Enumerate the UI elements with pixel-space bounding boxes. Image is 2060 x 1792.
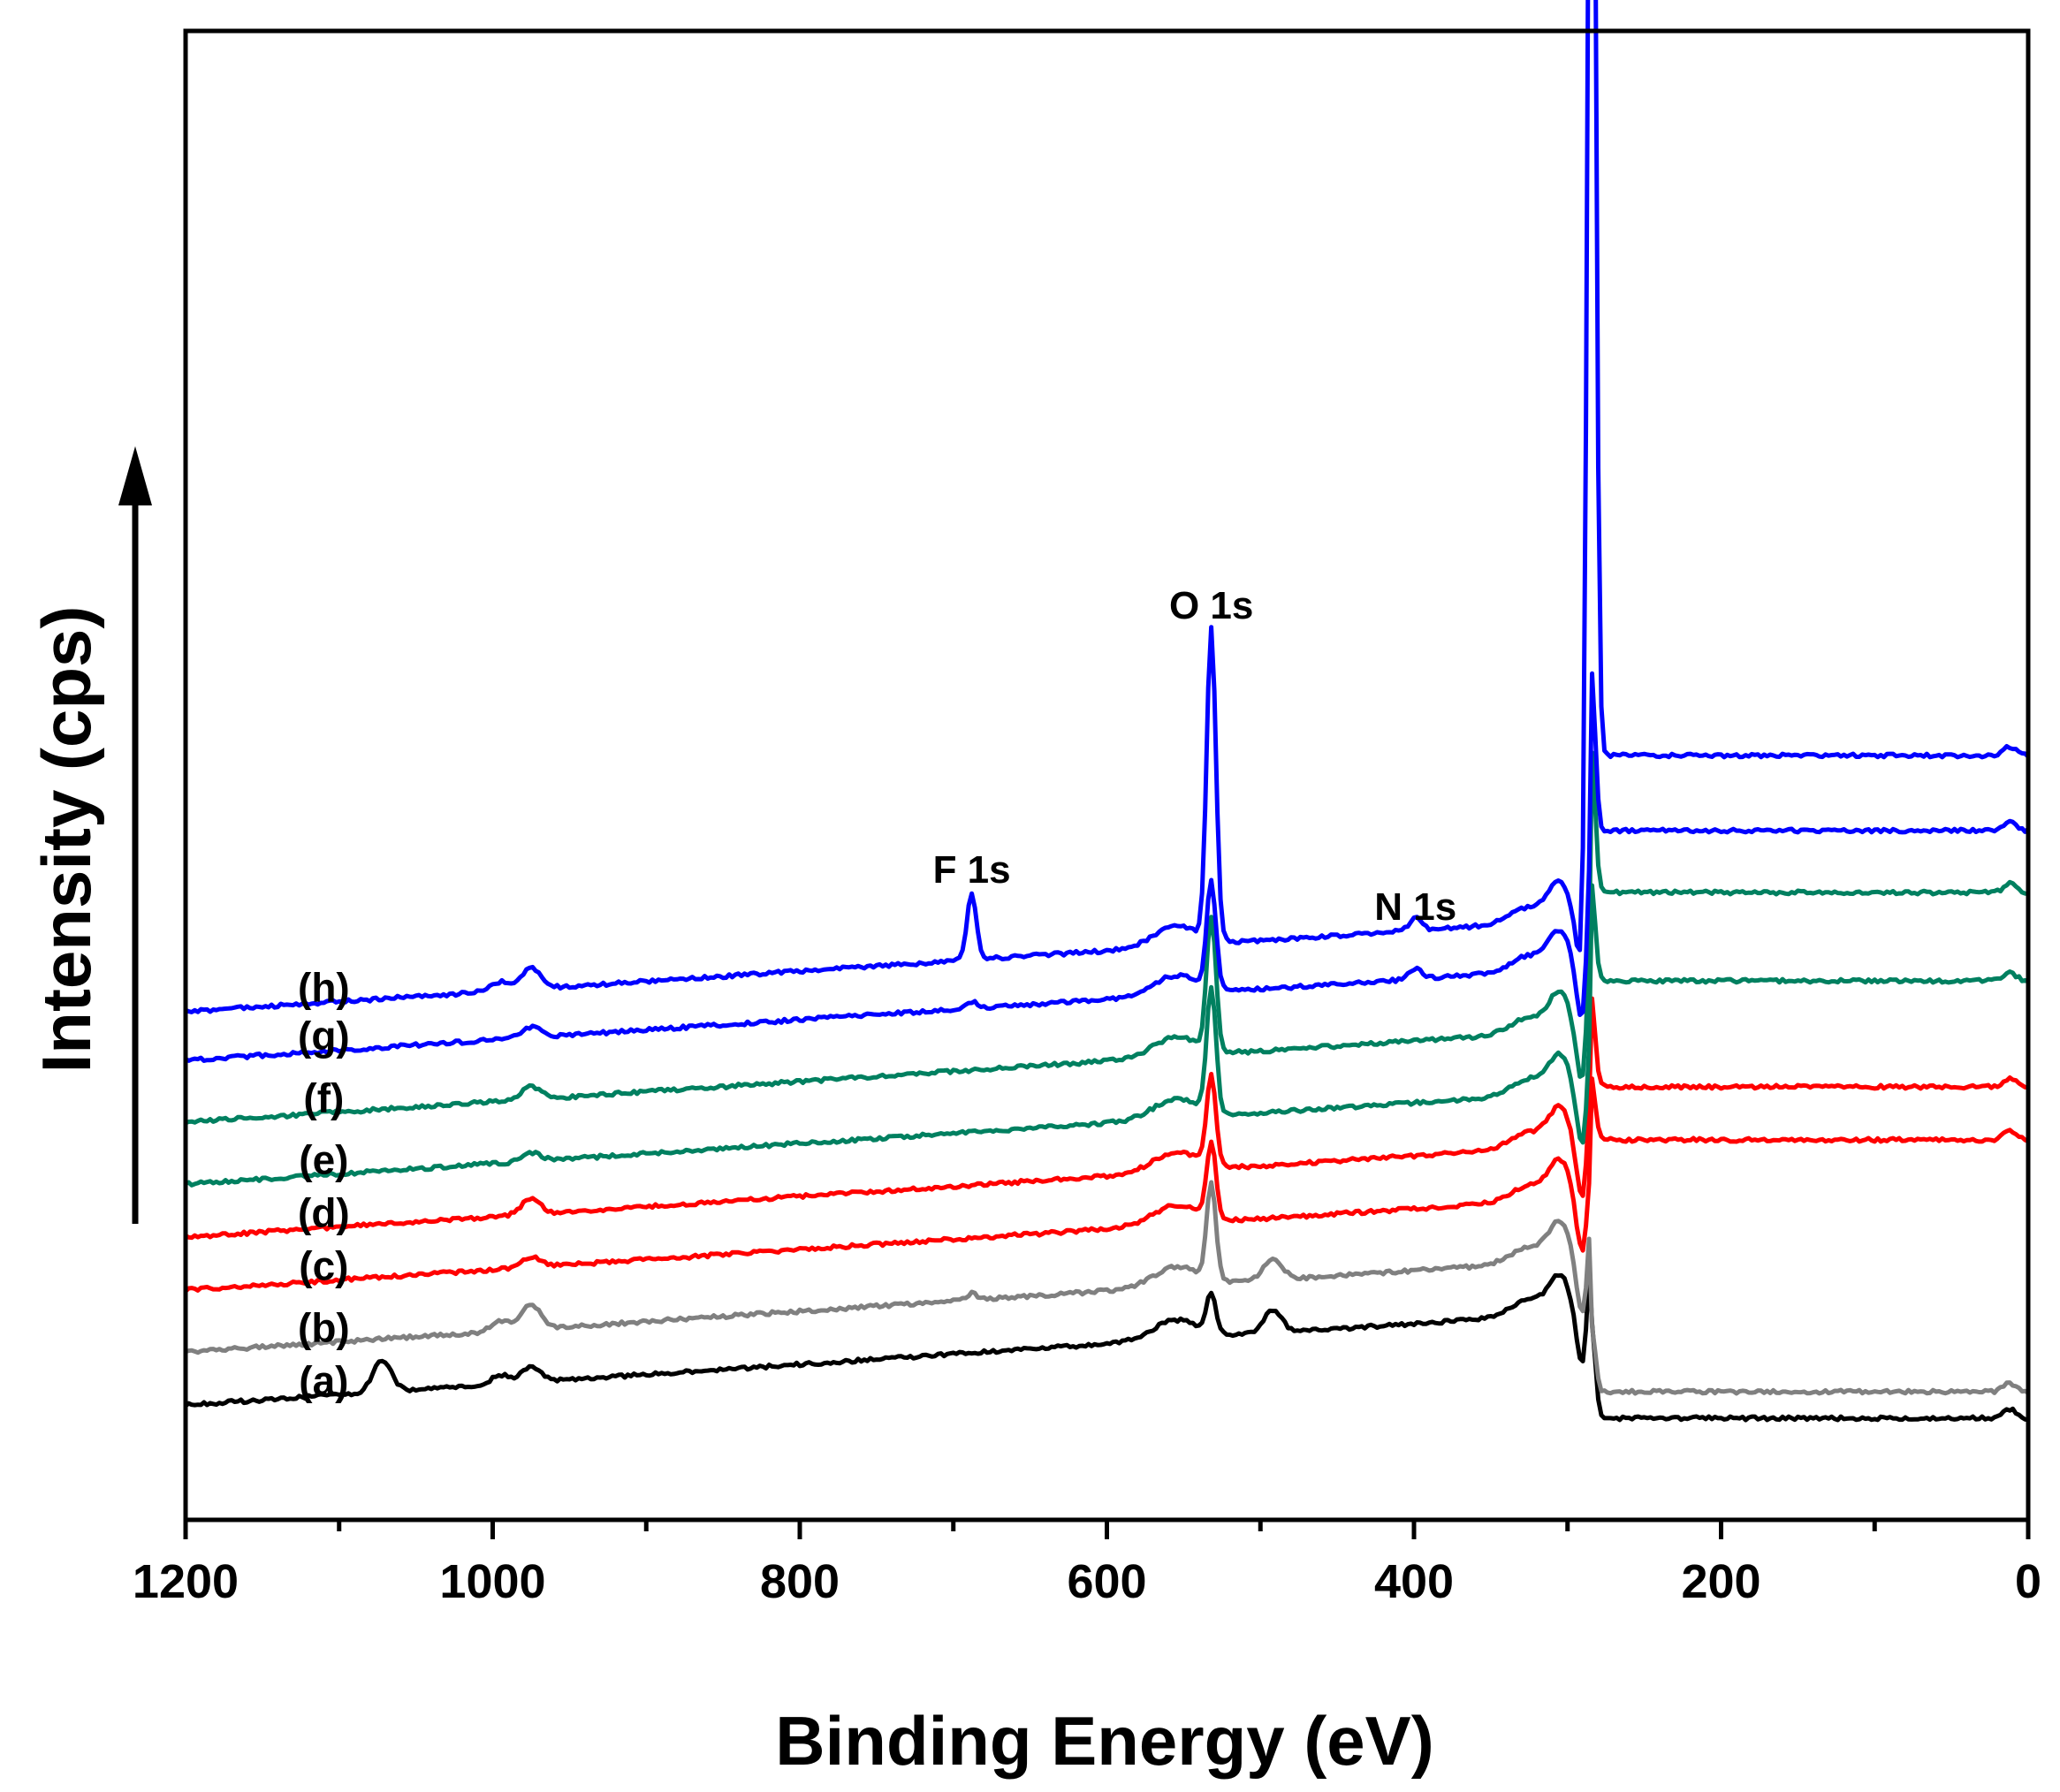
series-label-g: (g) xyxy=(298,1013,350,1059)
x-tick-label: 1000 xyxy=(439,1555,545,1608)
series-label-layer: (a) (b) (c) (d) (e) (f) (g)(h) xyxy=(298,964,350,1403)
x-tick-label: 0 xyxy=(2015,1555,2041,1608)
series-label-c: (c) xyxy=(299,1242,348,1288)
peak-label-n-1s: N 1s xyxy=(1374,885,1456,929)
x-tick-label: 800 xyxy=(760,1555,840,1608)
peak-annotation-layer: C 1sO 1sN 1sF 1s xyxy=(933,584,1457,929)
x-tick-label: 200 xyxy=(1681,1555,1760,1608)
series-layer xyxy=(184,0,2030,1423)
series-label-d: (d) xyxy=(298,1189,350,1235)
series-label-f: (f) xyxy=(303,1074,344,1120)
series-label-h: (h) xyxy=(298,964,350,1010)
x-axis-title: Binding Energy (eV) xyxy=(775,1702,1433,1780)
series-line-d xyxy=(184,996,2029,1241)
axis-layer: 1200 1000 800 600 400 200 0 xyxy=(133,28,2041,1608)
x-tick-label: 1200 xyxy=(133,1555,239,1608)
series-line-a xyxy=(184,1264,2029,1423)
peak-label-o-1s: O 1s xyxy=(1169,584,1253,627)
series-line-b xyxy=(185,1180,2030,1396)
series-line-f xyxy=(185,750,2029,1126)
series-line-h xyxy=(185,0,2030,1014)
intensity-arrow xyxy=(118,446,152,1224)
x-tick-label: 400 xyxy=(1374,1555,1454,1608)
peak-label-f-1s: F 1s xyxy=(933,848,1011,892)
series-line-e xyxy=(184,883,2030,1188)
y-axis-title: Intensity (cps) xyxy=(27,606,105,1074)
plot-frame xyxy=(183,28,2031,1522)
series-line-c xyxy=(184,1076,2030,1294)
series-label-b: (b) xyxy=(298,1304,350,1350)
series-label-a: (a) xyxy=(299,1357,348,1403)
series-line-g xyxy=(184,671,2030,1063)
series-label-e: (e) xyxy=(299,1136,348,1182)
x-tick-label: 600 xyxy=(1067,1555,1146,1608)
